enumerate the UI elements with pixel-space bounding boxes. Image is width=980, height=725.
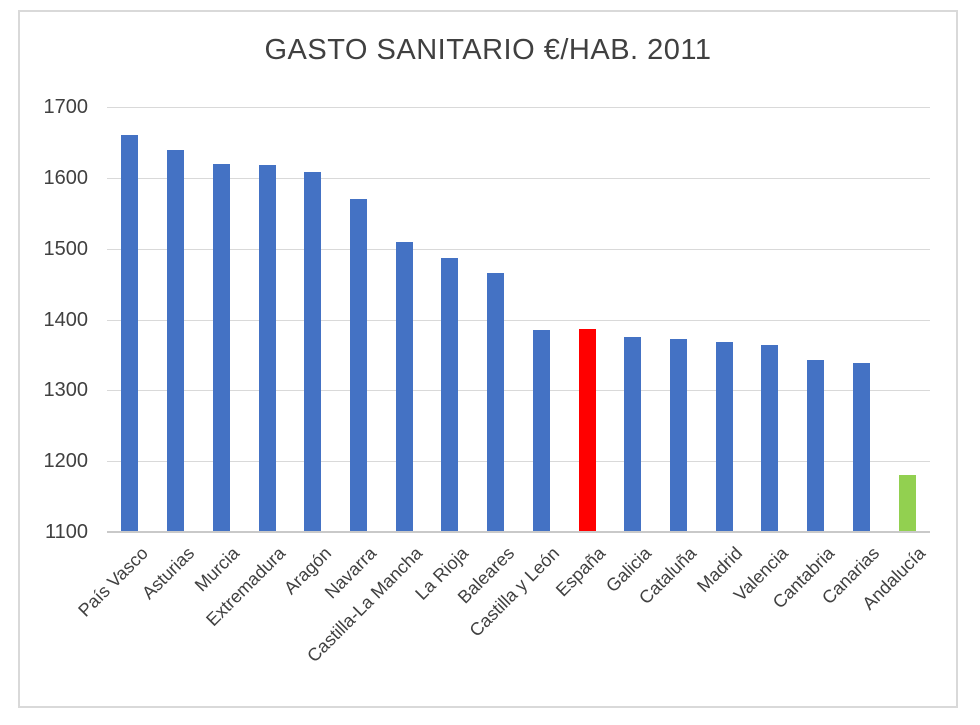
bar-murcia	[212, 163, 230, 531]
bar-baleares	[487, 273, 505, 531]
gridline-1400	[107, 319, 930, 321]
bar-la-rioja	[441, 257, 459, 531]
bar-asturias	[167, 150, 185, 531]
gridline-1700	[107, 107, 930, 108]
xcat-label-pais-vasco: País Vasco	[74, 543, 153, 621]
gridline-1500	[107, 248, 930, 250]
bar-galicia	[624, 336, 642, 531]
bar-espana	[578, 329, 596, 531]
gridline-1200	[107, 461, 930, 463]
bar-cantabria	[807, 359, 825, 531]
ytick-label-1400: 1400	[43, 308, 89, 331]
gridline-1600	[107, 177, 930, 179]
bar-valencia	[761, 345, 779, 531]
ytick-label-1300: 1300	[43, 379, 89, 402]
bar-castilla-y-leon	[532, 330, 550, 531]
bar-castilla-la-mancha	[395, 241, 413, 531]
ytick-label-1100: 1100	[44, 521, 88, 543]
bar-canarias	[852, 363, 870, 531]
chart-title: GASTO SANITARIO €/HAB. 2011	[264, 34, 712, 66]
xcat-label-espana: España	[551, 543, 610, 601]
bar-pais-vasco	[121, 135, 139, 531]
ytick-label-1700: 1700	[43, 96, 89, 118]
bar-andalucia	[898, 474, 916, 531]
bar-aragon	[304, 172, 322, 531]
bar-cataluna	[670, 339, 688, 531]
ytick-label-1500: 1500	[43, 237, 89, 260]
ytick-label-1600: 1600	[43, 166, 89, 189]
bar-navarra	[349, 199, 367, 531]
x-axis-line	[107, 531, 930, 533]
bar-madrid	[715, 342, 733, 531]
ytick-label-1200: 1200	[43, 450, 89, 473]
bar-extremadura	[258, 165, 276, 531]
gridline-1300	[107, 390, 930, 392]
